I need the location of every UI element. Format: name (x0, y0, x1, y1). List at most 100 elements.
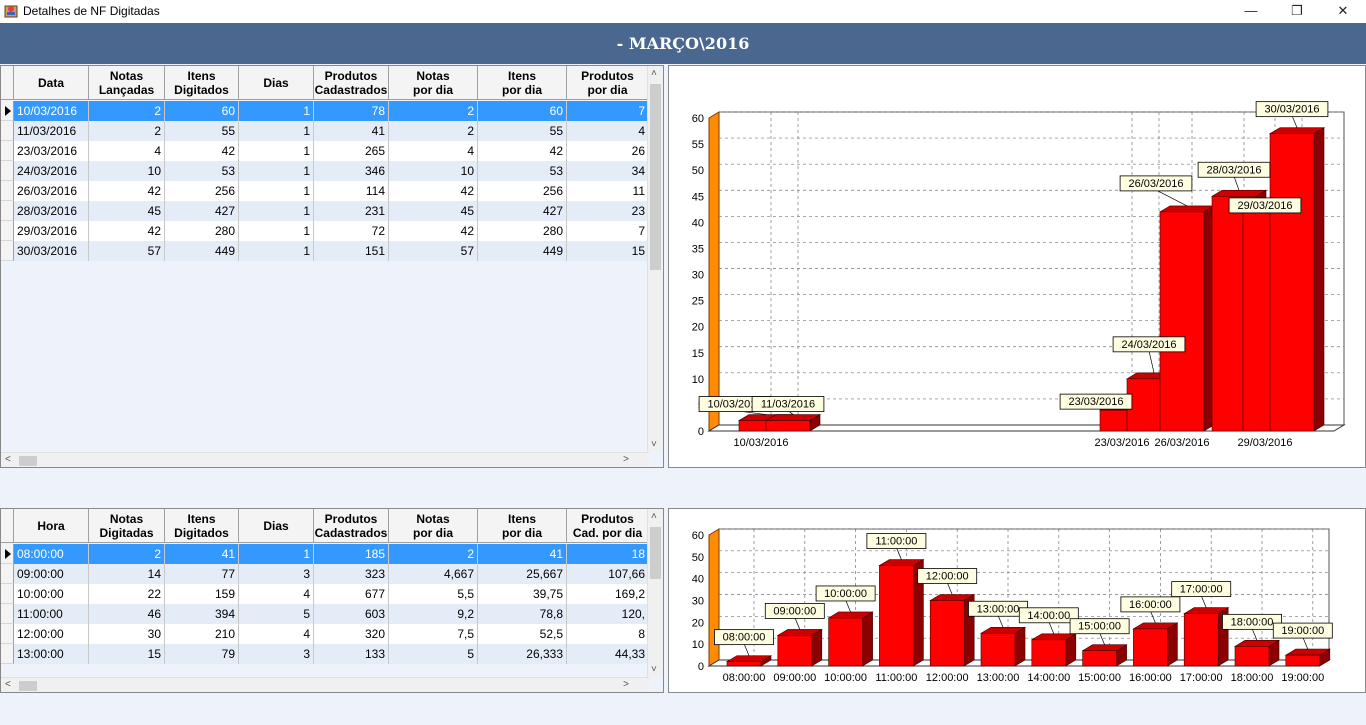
table-cell[interactable]: 256 (478, 181, 567, 201)
table-cell[interactable]: 159 (165, 584, 239, 604)
table-cell[interactable]: 41 (165, 544, 239, 564)
table-cell[interactable]: 1 (239, 181, 314, 201)
maximize-button[interactable]: ❐ (1274, 0, 1320, 23)
table-cell[interactable]: 53 (165, 161, 239, 181)
table-cell[interactable]: 1 (239, 101, 314, 121)
table-cell[interactable]: 4,667 (389, 564, 478, 584)
table-cell[interactable]: 22 (89, 584, 165, 604)
row-indicator[interactable] (1, 564, 14, 584)
table-row[interactable]: 09:00:00 14 77 3 323 4,667 25,667 107,66 (1, 564, 649, 584)
table-cell[interactable]: 26,333 (478, 644, 567, 664)
table-cell[interactable]: 3 (239, 564, 314, 584)
table-cell[interactable]: 15 (89, 644, 165, 664)
table-cell[interactable]: 4 (239, 584, 314, 604)
table-row[interactable]: 30/03/2016 57 449 1 151 57 449 15 (1, 241, 649, 261)
table-cell[interactable]: 280 (165, 221, 239, 241)
row-indicator[interactable] (1, 644, 14, 664)
table-cell[interactable]: 14 (89, 564, 165, 584)
hourly-grid-vertical-scrollbar[interactable]: ˄ ˅ (647, 509, 663, 677)
table-cell[interactable]: 08:00:00 (14, 544, 89, 564)
table-cell[interactable]: 55 (478, 121, 567, 141)
table-cell[interactable]: 265 (314, 141, 389, 161)
table-cell[interactable]: 323 (314, 564, 389, 584)
table-cell[interactable]: 57 (389, 241, 478, 261)
column-header[interactable]: Dias (239, 509, 314, 543)
table-row[interactable]: 11:00:00 46 394 5 603 9,2 78,8 120, (1, 604, 649, 624)
table-cell[interactable]: 320 (314, 624, 389, 644)
table-cell[interactable]: 78 (314, 101, 389, 121)
scroll-thumb[interactable] (650, 84, 661, 270)
table-cell[interactable]: 185 (314, 544, 389, 564)
table-cell[interactable]: 1 (239, 201, 314, 221)
table-cell[interactable]: 280 (478, 221, 567, 241)
row-indicator[interactable] (1, 121, 14, 141)
column-header[interactable]: Itens Digitados (165, 509, 239, 543)
column-header[interactable]: Itens Digitados (165, 66, 239, 100)
table-cell[interactable]: 42 (89, 221, 165, 241)
column-header[interactable]: Notas por dia (389, 509, 478, 543)
table-cell[interactable]: 8 (567, 624, 649, 644)
column-header[interactable]: Hora (14, 509, 89, 543)
table-cell[interactable]: 4 (89, 141, 165, 161)
table-cell[interactable]: 79 (165, 644, 239, 664)
table-cell[interactable]: 1 (239, 221, 314, 241)
column-header[interactable]: Dias (239, 66, 314, 100)
table-row[interactable]: 26/03/2016 42 256 1 114 42 256 11 (1, 181, 649, 201)
table-cell[interactable]: 2 (89, 101, 165, 121)
table-cell[interactable]: 10:00:00 (14, 584, 89, 604)
row-indicator[interactable] (1, 624, 14, 644)
table-cell[interactable]: 1 (239, 161, 314, 181)
table-cell[interactable]: 29/03/2016 (14, 221, 89, 241)
table-cell[interactable]: 23 (567, 201, 649, 221)
table-cell[interactable]: 427 (165, 201, 239, 221)
table-cell[interactable]: 169,2 (567, 584, 649, 604)
scroll-thumb[interactable] (650, 527, 661, 579)
table-cell[interactable]: 231 (314, 201, 389, 221)
row-indicator[interactable] (1, 584, 14, 604)
table-cell[interactable]: 34 (567, 161, 649, 181)
table-cell[interactable]: 256 (165, 181, 239, 201)
table-cell[interactable]: 18 (567, 544, 649, 564)
column-header[interactable]: Notas Lançadas (89, 66, 165, 100)
row-indicator[interactable] (1, 221, 14, 241)
table-cell[interactable]: 30/03/2016 (14, 241, 89, 261)
column-header[interactable]: Data (14, 66, 89, 100)
table-row[interactable]: 24/03/2016 10 53 1 346 10 53 34 (1, 161, 649, 181)
daily-grid[interactable]: Data Notas Lançadas Itens Digitados Dias Pro… (0, 65, 664, 468)
table-cell[interactable]: 4 (239, 624, 314, 644)
table-row[interactable]: 10:00:00 22 159 4 677 5,5 39,75 169,2 (1, 584, 649, 604)
table-cell[interactable]: 1 (239, 141, 314, 161)
hourly-grid[interactable]: Hora Notas Digitadas Itens Digitados Dias Pr… (0, 508, 664, 693)
table-cell[interactable]: 41 (478, 544, 567, 564)
daily-grid-horizontal-scrollbar[interactable]: < > (1, 452, 649, 467)
table-cell[interactable]: 5 (389, 644, 478, 664)
close-button[interactable]: ✕ (1320, 0, 1366, 23)
table-cell[interactable]: 9,2 (389, 604, 478, 624)
table-cell[interactable]: 4 (567, 121, 649, 141)
table-cell[interactable]: 42 (478, 141, 567, 161)
scroll-left-icon[interactable]: < (5, 454, 11, 465)
table-cell[interactable]: 5 (239, 604, 314, 624)
table-cell[interactable]: 42 (389, 221, 478, 241)
table-row[interactable]: 28/03/2016 45 427 1 231 45 427 23 (1, 201, 649, 221)
table-cell[interactable]: 39,75 (478, 584, 567, 604)
table-cell[interactable]: 1 (239, 544, 314, 564)
scroll-right-icon[interactable]: > (623, 679, 629, 690)
row-indicator[interactable] (1, 544, 14, 564)
table-cell[interactable]: 09:00:00 (14, 564, 89, 584)
column-header[interactable]: Produtos Cadastrados (314, 509, 389, 543)
table-row[interactable]: 10/03/2016 2 60 1 78 2 60 7 (1, 101, 649, 121)
table-cell[interactable]: 41 (314, 121, 389, 141)
table-cell[interactable]: 28/03/2016 (14, 201, 89, 221)
table-cell[interactable]: 2 (389, 544, 478, 564)
column-header[interactable]: Itens por dia (478, 509, 567, 543)
table-cell[interactable]: 60 (478, 101, 567, 121)
table-cell[interactable]: 4 (389, 141, 478, 161)
table-cell[interactable]: 2 (89, 544, 165, 564)
table-cell[interactable]: 394 (165, 604, 239, 624)
table-cell[interactable]: 11 (567, 181, 649, 201)
row-indicator[interactable] (1, 181, 14, 201)
hourly-grid-horizontal-scrollbar[interactable]: < > (1, 677, 649, 692)
table-cell[interactable]: 107,66 (567, 564, 649, 584)
table-cell[interactable]: 13:00:00 (14, 644, 89, 664)
